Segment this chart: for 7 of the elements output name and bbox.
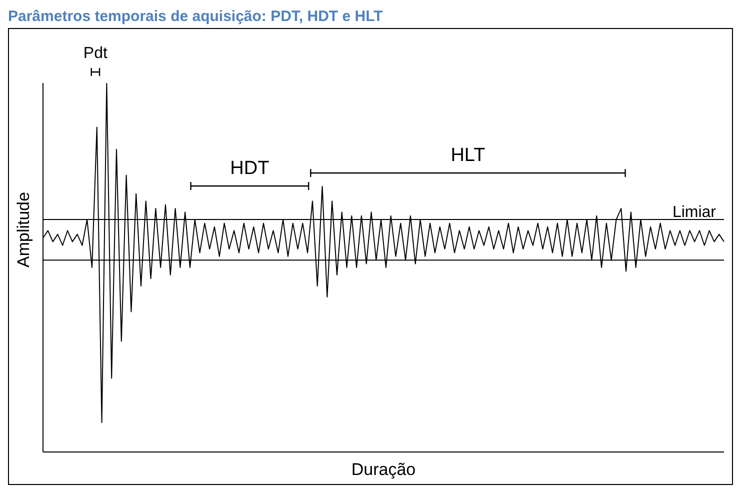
annotation: HDT bbox=[230, 158, 270, 179]
chart-title: Parâmetros temporais de aquisição: PDT, HDT e HLT bbox=[8, 8, 384, 27]
text: Pdt bbox=[83, 45, 108, 62]
ref-line-label: Limiar bbox=[672, 204, 717, 221]
y-axis-title: Amplitude bbox=[14, 192, 34, 268]
x-axis-title: Duração bbox=[351, 460, 416, 479]
annotation: HLT bbox=[450, 145, 486, 166]
